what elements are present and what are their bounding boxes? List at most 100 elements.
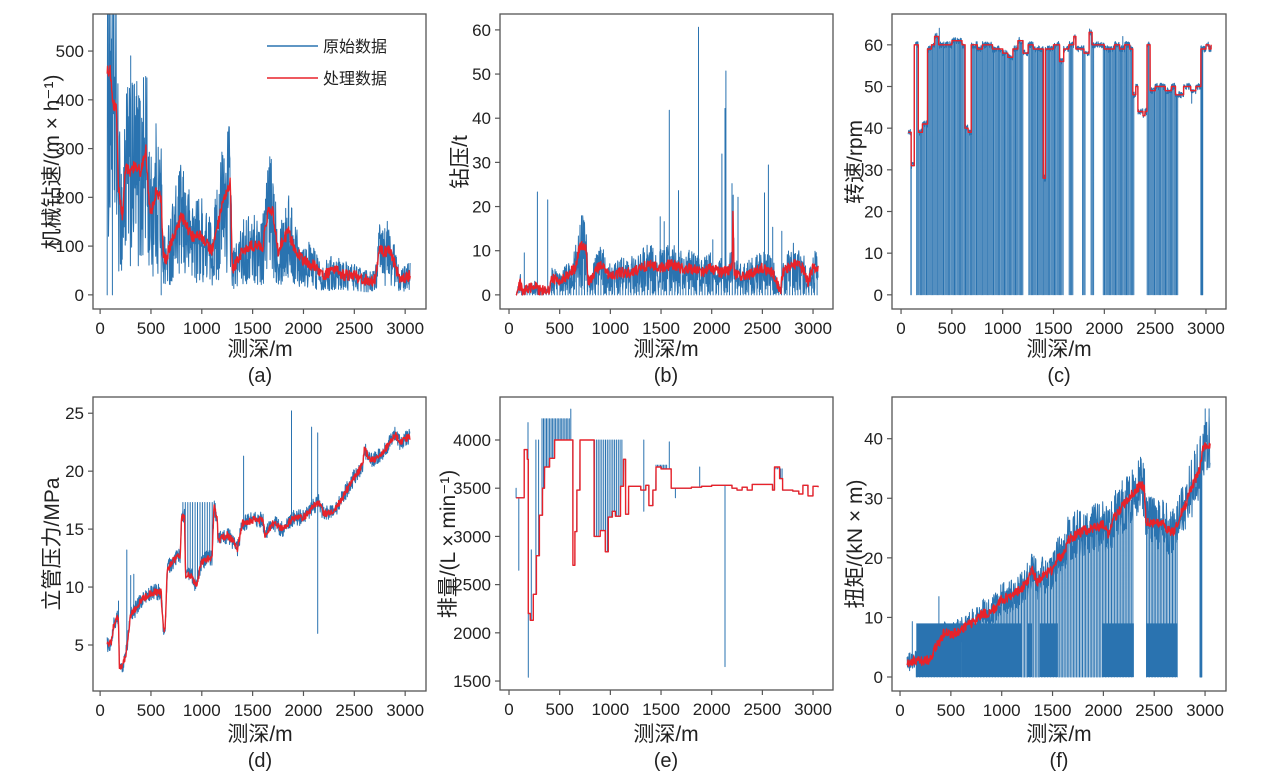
legend-raw-label: 原始数据 <box>323 38 387 56</box>
processed-data-series-c <box>908 31 1212 179</box>
panel-label-d: (d) <box>248 750 272 772</box>
x-tick-label: 500 <box>546 700 574 719</box>
raw-data-series-f <box>906 408 1211 678</box>
y-axis-title-b: 钻压/t <box>449 135 472 189</box>
y-tick-label: 20 <box>472 198 491 217</box>
plot-area-a <box>106 14 411 296</box>
x-tick-label: 2500 <box>743 700 781 719</box>
x-tick-label: 1500 <box>1035 319 1073 338</box>
x-tick-label: 500 <box>937 701 965 720</box>
y-tick-label: 25 <box>65 404 84 423</box>
axes-frame-d <box>92 396 427 692</box>
x-tick-label: 0 <box>896 319 905 338</box>
y-tick-label: 30 <box>864 161 883 180</box>
plot-area-d <box>106 410 411 673</box>
y-tick-label: 10 <box>864 244 883 263</box>
panel-c: 0 500 1000 1500 2000 2500 3000 0 10 20 30 40 50 60 <box>864 13 1227 338</box>
y-tick-label: 500 <box>56 42 84 61</box>
x-tick-label: 1000 <box>984 319 1022 338</box>
y-tick-label: 1500 <box>453 672 491 691</box>
panel-label-a: (a) <box>248 365 272 387</box>
y-tick-label: 20 <box>65 462 84 481</box>
y-tick-label: 50 <box>472 65 491 84</box>
y-tick-label: 40 <box>864 119 883 138</box>
x-tick-label: 3000 <box>794 700 832 719</box>
x-axis-title-e: 测深/m <box>633 723 698 746</box>
y-axis-title-f: 扭矩/(kN × m) <box>844 480 867 609</box>
x-axis-title-d: 测深/m <box>227 723 292 746</box>
panel-b: 0 500 1000 1500 2000 2500 3000 0 10 20 30 40 50 60 <box>472 13 834 338</box>
y-axis-title-a: 机械钻速/(m × h⁻¹) <box>41 74 64 249</box>
x-tick-label: 2000 <box>285 319 323 338</box>
axes-frame-e <box>499 396 834 691</box>
x-tick-label: 2500 <box>335 701 373 720</box>
x-tick-label: 0 <box>895 701 904 720</box>
axes-frame-a <box>92 13 427 310</box>
raw-data-series-a <box>106 14 411 296</box>
x-tick-label: 3000 <box>794 319 832 338</box>
plot-area-f <box>906 408 1211 678</box>
x-tick-label: 2000 <box>1085 319 1123 338</box>
panel-f: 0 500 1000 1500 2000 2500 3000 0 10 20 30 40 <box>864 396 1227 720</box>
x-tick-label: 1500 <box>234 701 272 720</box>
y-tick-label: 2000 <box>453 624 491 643</box>
x-tick-label: 2500 <box>1135 701 1173 720</box>
x-axis-title-f: 测深/m <box>1026 723 1091 746</box>
x-tick-label: 1500 <box>642 700 680 719</box>
y-tick-label: 3000 <box>453 527 491 546</box>
y-tick-label: 100 <box>56 237 84 256</box>
x-tick-label: 3000 <box>1187 319 1225 338</box>
panel-a: 0 500 1000 1500 2000 2500 3000 0 100 200 300 400 500 <box>56 13 427 338</box>
raw-low-band <box>1039 623 1058 677</box>
x-tick-label: 500 <box>938 319 966 338</box>
y-tick-label: 3500 <box>453 479 491 498</box>
y-tick-label: 40 <box>864 430 883 449</box>
raw-low-band <box>1146 623 1178 677</box>
x-tick-label: 0 <box>95 701 104 720</box>
raw-data-series-c <box>907 27 1212 296</box>
y-tick-label: 0 <box>75 286 84 305</box>
y-tick-label: 0 <box>874 286 883 305</box>
y-tick-label: 5 <box>75 636 84 655</box>
x-axis-title-c: 测深/m <box>1026 338 1091 361</box>
y-tick-label: 30 <box>472 153 491 172</box>
y-tick-label: 10 <box>65 578 84 597</box>
x-tick-label: 0 <box>95 319 104 338</box>
y-tick-label: 4000 <box>453 431 491 450</box>
processed-data-series-f <box>906 442 1211 667</box>
x-tick-label: 1000 <box>183 701 221 720</box>
x-tick-label: 1500 <box>1034 701 1072 720</box>
y-axis-title-d: 立管压力/MPa <box>41 477 64 610</box>
processed-data-series-b <box>515 210 819 296</box>
x-tick-label: 500 <box>137 701 165 720</box>
raw-low-band <box>961 623 1023 677</box>
x-tick-label: 3000 <box>386 701 424 720</box>
y-tick-label: 0 <box>482 286 491 305</box>
x-tick-label: 2500 <box>335 319 373 338</box>
panel-label-b: (b) <box>654 365 678 387</box>
y-tick-label: 60 <box>472 21 491 40</box>
raw-data-series-b <box>515 26 819 296</box>
y-tick-label: 400 <box>56 91 84 110</box>
x-tick-label: 3000 <box>1186 701 1224 720</box>
y-tick-label: 0 <box>874 668 883 687</box>
axes-frame-b <box>499 13 834 310</box>
y-tick-label: 10 <box>864 608 883 627</box>
y-tick-label: 50 <box>864 78 883 97</box>
y-axis-title-c: 转速/rpm <box>844 120 867 204</box>
y-tick-label: 20 <box>864 549 883 568</box>
x-tick-label: 2000 <box>1084 701 1122 720</box>
x-axis-title-a: 测深/m <box>227 338 292 361</box>
y-tick-label: 10 <box>472 242 491 261</box>
panel-label-f: (f) <box>1050 750 1069 772</box>
x-tick-label: 2000 <box>285 701 323 720</box>
x-tick-label: 2000 <box>693 319 731 338</box>
raw-data-series-e <box>515 408 819 678</box>
processed-data-series-e <box>516 439 819 621</box>
x-tick-label: 1500 <box>642 319 680 338</box>
y-tick-label: 15 <box>65 520 84 539</box>
y-tick-label: 2500 <box>453 576 491 595</box>
raw-low-band <box>1102 623 1134 677</box>
plot-area-b <box>515 26 819 296</box>
